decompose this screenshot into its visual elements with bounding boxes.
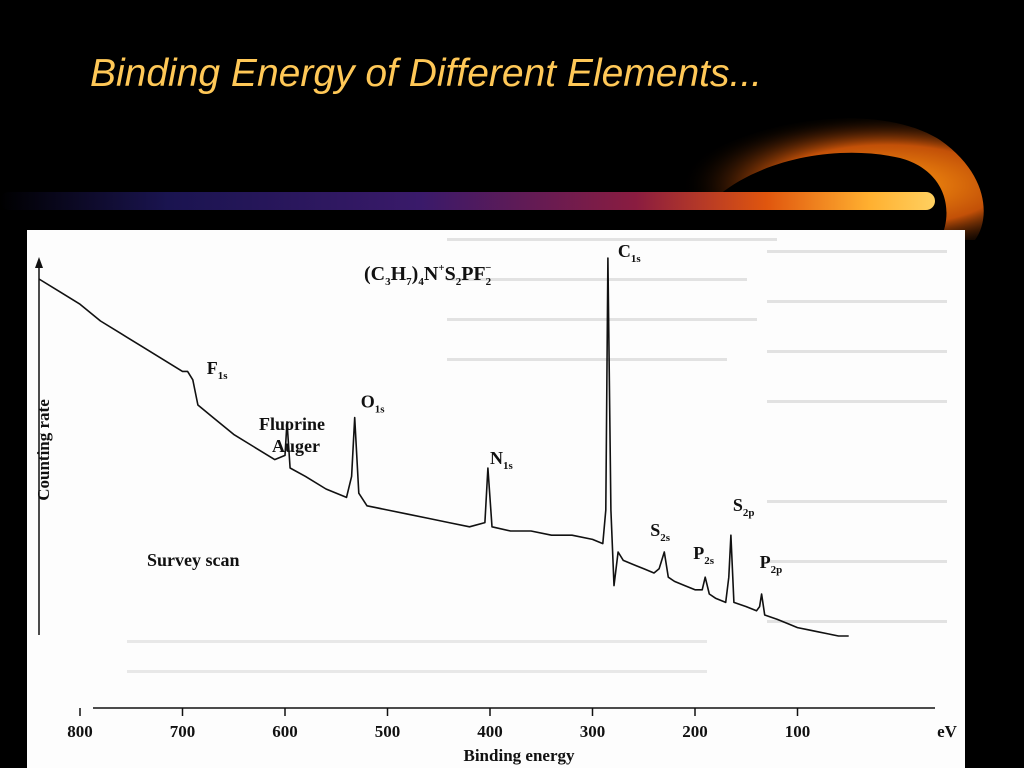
- y-axis: Counting rate: [34, 257, 53, 635]
- xps-spectrum-chart: Counting rate eV Binding energy (C3H7)4N…: [34, 238, 958, 765]
- title-decoration-bar: [0, 118, 984, 240]
- survey-scan-label: Survey scan: [147, 550, 240, 570]
- x-tick-label: 200: [682, 722, 708, 741]
- spectrum-line: [38, 257, 849, 637]
- x-ticks: 800 700 600 500 400 300 200 100: [67, 708, 810, 741]
- formula-label: (C3H7)4N+S2PF2−: [364, 262, 492, 288]
- peak-label-p2p: P2p: [760, 552, 783, 576]
- x-axis: eV Binding energy: [93, 707, 958, 765]
- x-tick-label: 500: [375, 722, 401, 741]
- peak-label-p2s: P2s: [693, 543, 715, 567]
- x-tick-label: 300: [580, 722, 606, 741]
- x-tick-label: 100: [785, 722, 811, 741]
- y-axis-label: Counting rate: [34, 399, 53, 501]
- x-tick-label: 400: [477, 722, 503, 741]
- peak-label-c1s: C1s: [618, 241, 642, 265]
- peak-label-fluorine: Fluorine Auger: [259, 414, 325, 456]
- x-tick-label: 700: [170, 722, 196, 741]
- xps-survey-figure: Counting rate eV Binding energy (C3H7)4N…: [27, 230, 965, 768]
- peak-label-n1s: N1s: [490, 448, 514, 472]
- peak-label-s2s: S2s: [650, 520, 671, 544]
- peak-labels: F1s Fluorine Auger O1s N1s C1s S2s P2s S2p P2p: [207, 241, 783, 576]
- background-text-ghost: [127, 238, 947, 673]
- peak-label-s2p: S2p: [733, 495, 755, 519]
- slide-title: Binding Energy of Different Elements...: [90, 52, 763, 95]
- x-tick-label: 800: [67, 722, 93, 741]
- x-axis-label: Binding energy: [464, 746, 575, 765]
- peak-label-o1s: O1s: [361, 392, 386, 416]
- x-tick-label: 600: [272, 722, 298, 741]
- x-axis-unit: eV: [937, 722, 958, 741]
- peak-label-f1s: F1s: [207, 358, 229, 382]
